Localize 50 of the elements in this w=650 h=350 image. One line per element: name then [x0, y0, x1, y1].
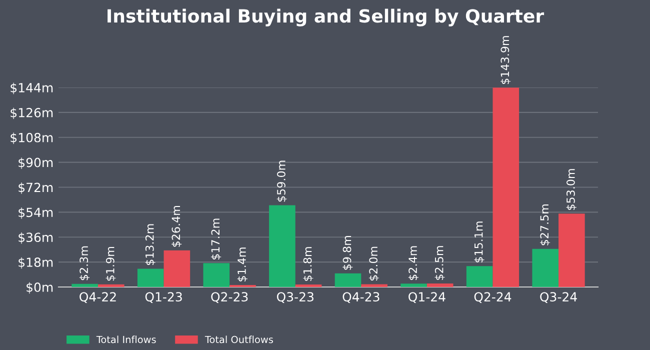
x-tick-label: Q3-23 [276, 292, 314, 303]
x-tick-label: Q4-22 [80, 292, 116, 303]
legend-label: Total Outflows [204, 336, 273, 344]
bar [72, 284, 98, 287]
data-label: $27.5m [540, 204, 550, 246]
data-label: $17.2m [211, 218, 222, 260]
data-label: $2.5m [434, 246, 445, 280]
data-label: $1.8m [303, 247, 314, 281]
bar [98, 284, 124, 287]
bar [203, 263, 230, 287]
y-tick-label: $90m [18, 158, 53, 169]
y-tick-label: $108m [10, 132, 53, 144]
data-label: $15.1m [474, 222, 484, 262]
x-tick-label: Q2-23 [211, 292, 248, 303]
data-label: $2.0m [368, 246, 380, 281]
data-label: $143.9m [500, 36, 511, 84]
data-label: $1.4m [237, 248, 248, 282]
y-tick-label: $36m [18, 232, 53, 244]
bar [269, 205, 296, 287]
bar [466, 266, 493, 287]
bar [492, 88, 520, 287]
y-tick-label: $0m [26, 282, 53, 294]
bar [137, 268, 164, 287]
bar [532, 248, 559, 287]
x-tick-label: Q2-24 [474, 292, 512, 303]
bar [164, 250, 190, 287]
y-tick-label: $72m [18, 182, 53, 194]
x-tick-label: Q3-24 [540, 292, 577, 303]
data-label: $1.9m [106, 246, 116, 281]
bar [361, 284, 388, 287]
data-label: $53.0m [566, 169, 576, 210]
data-label: $2.4m [408, 246, 418, 280]
chart-title: Institutional Buying and Selling by Quarter [108, 8, 544, 26]
y-tick-label: $54m [18, 207, 53, 219]
y-tick-label: $126m [10, 108, 53, 120]
legend-label: Total Inflows [96, 336, 156, 344]
bar [558, 214, 585, 287]
data-label: $2.3m [79, 246, 90, 280]
data-label: $59.0m [276, 160, 287, 202]
x-tick-label: Q1-23 [145, 292, 182, 303]
y-tick-label: $18m [18, 257, 53, 269]
data-label: $13.2m [145, 224, 156, 266]
x-tick-label: Q1-24 [408, 292, 446, 303]
x-tick-label: Q4-23 [342, 292, 380, 303]
bar [426, 284, 454, 287]
data-label: $9.8m [342, 236, 353, 270]
bar [334, 273, 362, 287]
bar [400, 284, 427, 287]
y-tick-label: $144m [10, 82, 53, 94]
data-label: $26.4m [172, 206, 182, 247]
